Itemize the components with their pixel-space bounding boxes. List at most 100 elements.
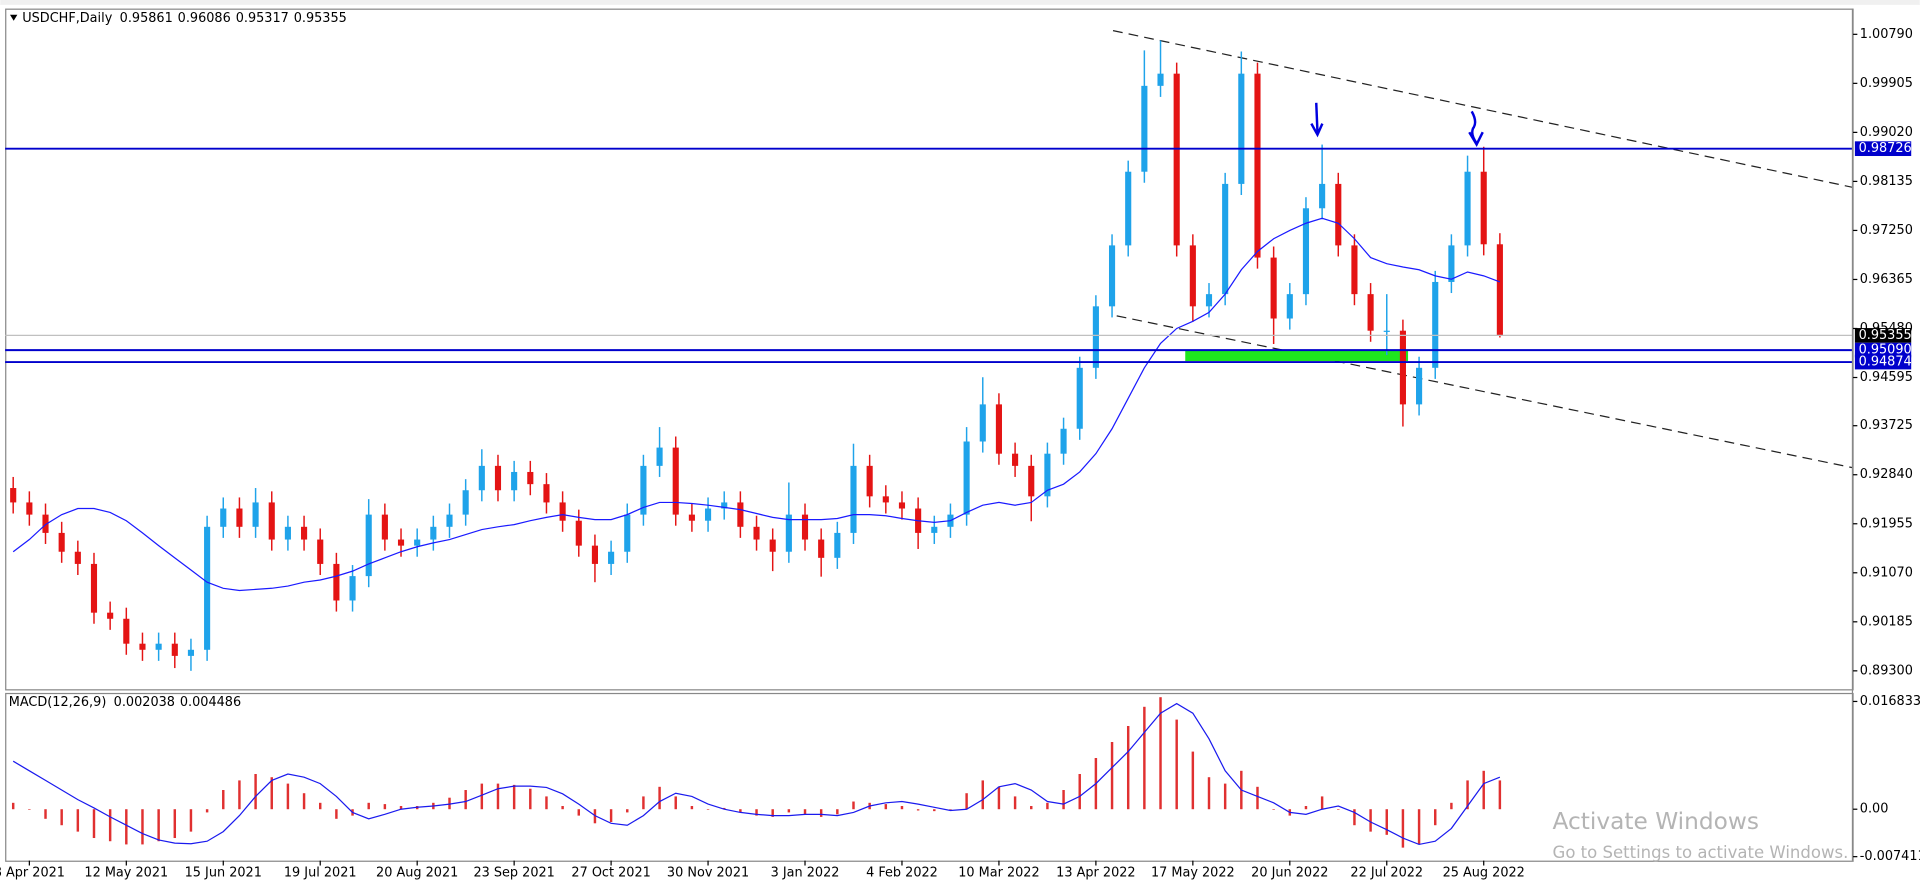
macd-bar: [173, 809, 177, 839]
macd-bar: [1417, 809, 1421, 845]
x-tick-label: 19 Jul 2021: [284, 865, 357, 880]
macd-bar: [965, 793, 968, 810]
candle-body: [123, 618, 130, 644]
y-tick-label: 0.016833: [1860, 694, 1920, 709]
candle-body: [963, 441, 970, 515]
macd-bar: [1110, 742, 1114, 810]
macd-bar: [852, 801, 855, 810]
macd-bar: [787, 809, 791, 813]
macd-bar: [367, 802, 370, 810]
level-label-box: [1854, 328, 1912, 343]
y-tick-label: 0.96365: [1860, 272, 1913, 287]
candle-body: [446, 514, 453, 527]
x-tick-label: 12 May 2021: [84, 865, 168, 880]
candle-body: [1092, 306, 1099, 368]
candle-body: [1012, 453, 1019, 466]
x-tick-label: 30 Nov 2021: [667, 865, 749, 880]
candle-body: [1432, 281, 1439, 368]
candle-body: [1416, 367, 1423, 405]
macd-bar: [157, 809, 160, 842]
macd-bar: [1385, 809, 1388, 835]
macd-bar: [1401, 809, 1405, 848]
x-tick-label: 27 Oct 2021: [571, 865, 650, 880]
macd-bar: [1046, 802, 1049, 810]
macd-bar: [819, 809, 823, 817]
tab-strip: [0, 0, 1920, 5]
candle-body: [430, 526, 437, 540]
candle-body: [527, 471, 534, 485]
macd-bar: [383, 804, 387, 810]
candle-body: [301, 526, 308, 540]
macd-bar: [1223, 783, 1227, 810]
candle-body: [414, 539, 421, 546]
signal-line: [12, 702, 1501, 846]
candle-body: [543, 484, 550, 503]
candle-body: [365, 514, 372, 577]
candle-body: [1044, 453, 1051, 497]
candle-body: [1270, 257, 1277, 319]
macd-bar: [1159, 697, 1162, 810]
candle-body: [1076, 367, 1083, 429]
candle-body: [187, 649, 195, 656]
candle-body: [591, 545, 599, 564]
macd-bar: [529, 788, 532, 810]
macd-bar: [28, 809, 31, 810]
macd-bar: [658, 786, 661, 810]
macd-bar: [1062, 790, 1065, 810]
candle-body: [268, 502, 275, 540]
candle-body: [1383, 330, 1390, 332]
macd-bar: [222, 790, 225, 810]
candle-body: [252, 502, 259, 527]
macd-bar: [755, 809, 758, 816]
candle-body: [1254, 73, 1261, 258]
x-tick-label: 20 Jun 2022: [1251, 865, 1328, 880]
candle-body: [236, 508, 243, 527]
macd-bar: [674, 796, 677, 810]
candle-body: [511, 471, 518, 491]
macd-bar: [916, 809, 920, 811]
candle-body: [818, 539, 825, 558]
readout-value: 0.95861: [120, 11, 173, 26]
macd-bar: [1191, 751, 1195, 810]
candle-body: [672, 447, 679, 515]
macd-bar: [189, 809, 193, 832]
macd-bar: [997, 786, 1001, 810]
macd-bar: [642, 796, 645, 810]
candle-body: [349, 576, 356, 601]
candle-body: [721, 502, 728, 509]
macd-bar: [1272, 809, 1275, 810]
x-tick-label: 10 Mar 2022: [958, 865, 1039, 880]
macd-bar: [577, 809, 581, 816]
candle-body: [1028, 465, 1035, 497]
y-tick-label: 0.90185: [1860, 614, 1913, 629]
candle-body: [559, 502, 566, 521]
macd-bar: [11, 802, 15, 810]
macd-bar: [1482, 770, 1485, 810]
candle-body: [58, 532, 65, 552]
x-tick-label: 17 May 2022: [1151, 865, 1235, 880]
macd-bar: [254, 774, 257, 810]
dropdown-icon[interactable]: [10, 14, 18, 21]
macd-bar: [319, 802, 322, 810]
macd-bar: [302, 793, 306, 810]
candle-body: [1060, 428, 1067, 454]
y-tick-label: 0.91070: [1860, 565, 1913, 580]
macd-bar: [44, 809, 47, 819]
macd-bar: [836, 809, 839, 815]
y-tick-label: 0.97250: [1860, 223, 1913, 238]
y-tick-label: 0.92840: [1860, 467, 1913, 482]
level-label: 0.95090: [1859, 343, 1912, 358]
macd-bar: [60, 809, 63, 826]
x-tick-label: 22 Jul 2022: [1350, 865, 1423, 880]
trendline-lower: [1116, 315, 1853, 469]
y-tick-label: 0.94595: [1860, 370, 1913, 385]
candle-body: [90, 563, 98, 613]
candle-body: [1399, 330, 1406, 405]
macd-bar: [1256, 786, 1259, 810]
x-tick-label: 3 Jan 2022: [771, 865, 840, 880]
candle-body: [995, 404, 1002, 454]
macd-bar: [981, 780, 984, 810]
macd-bar: [1207, 777, 1211, 810]
